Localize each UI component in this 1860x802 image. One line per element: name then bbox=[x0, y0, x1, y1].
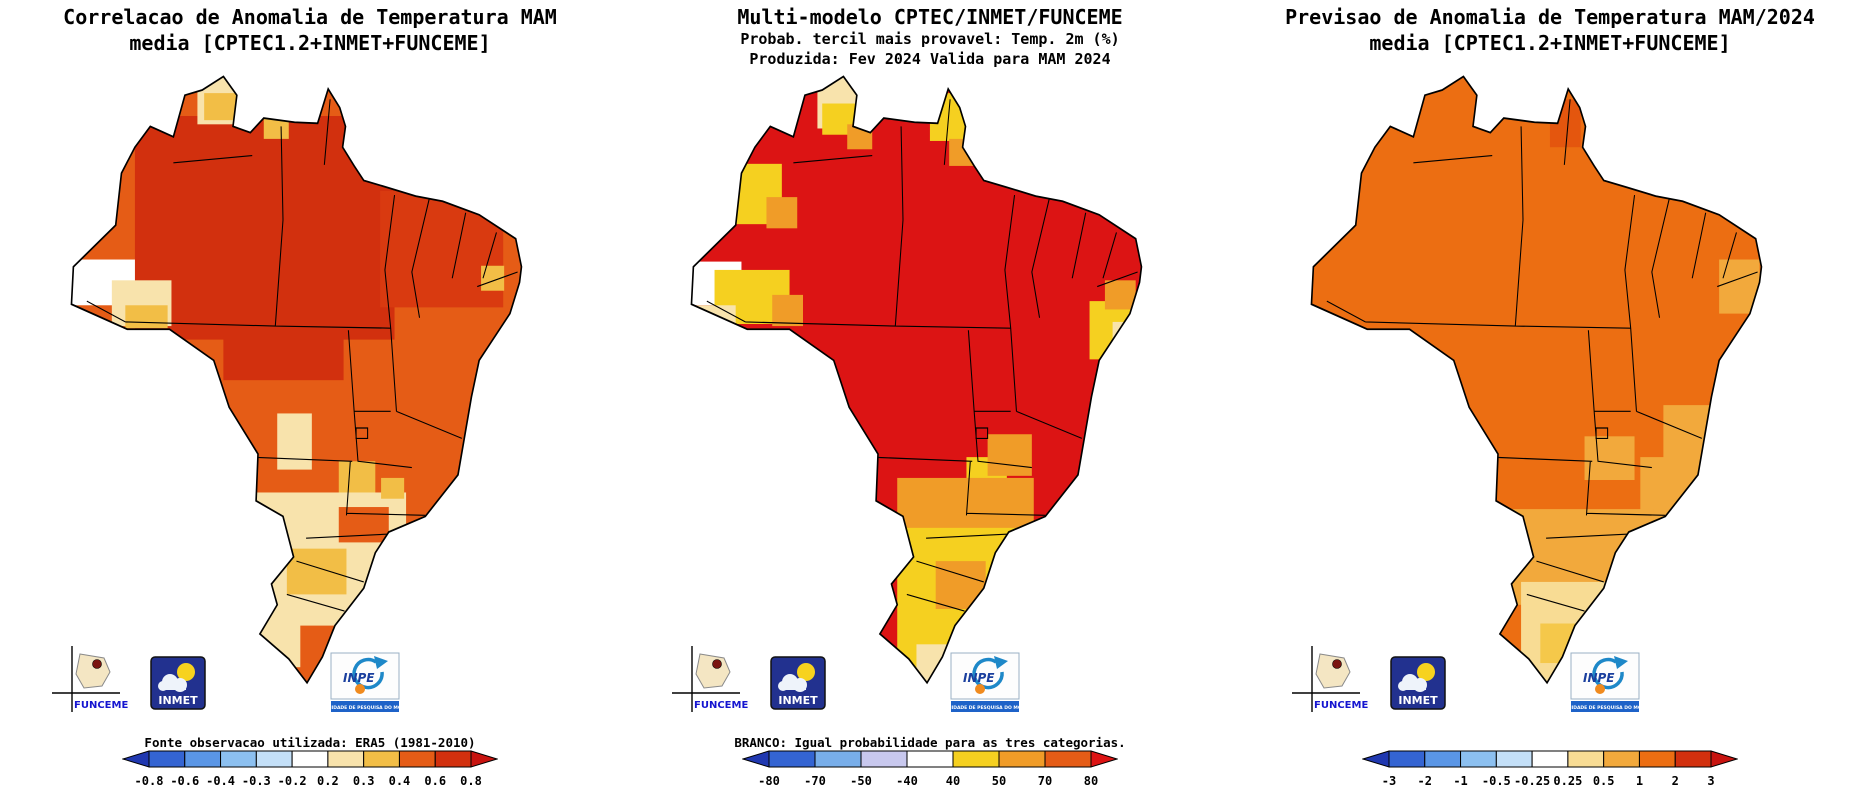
ceara-map-icon bbox=[1315, 653, 1351, 689]
panel-title: Multi-modelo CPTEC/INMET/FUNCEME Probab.… bbox=[620, 4, 1240, 69]
title-line-1: Correlacao de Anomalia de Temperatura MA… bbox=[63, 5, 557, 29]
funceme-logo: FUNCEME bbox=[52, 646, 132, 734]
title-line-1: Multi-modelo CPTEC/INMET/FUNCEME bbox=[737, 5, 1123, 29]
inpe-label: INPE bbox=[963, 671, 995, 685]
inmet-logo: INMET bbox=[150, 656, 206, 714]
cloud-icon bbox=[1398, 674, 1427, 692]
colorbar: -0.8 -0.6 -0.4 -0.3 -0.2 0.2 0.3 0.4 0.6 0.8 bbox=[121, 749, 499, 795]
svg-text:0.3: 0.3 bbox=[353, 774, 375, 788]
branco-footnote: BRANCO: Igual probabilidade para as tres… bbox=[734, 735, 1126, 750]
panel-forecast: Previsao de Anomalia de Temperatura MAM/… bbox=[1240, 0, 1860, 802]
inpe-sub-label: UNIDADE DE PESQUISA DO MCTI bbox=[1570, 705, 1640, 711]
title-line-2: media [CPTEC1.2+INMET+FUNCEME] bbox=[129, 31, 491, 55]
svg-text:-50: -50 bbox=[850, 774, 872, 788]
swoosh-icon bbox=[972, 657, 1004, 690]
svg-text:2: 2 bbox=[1672, 774, 1679, 788]
sun-icon bbox=[177, 663, 195, 681]
svg-text:-2: -2 bbox=[1418, 774, 1432, 788]
title-line-2: Probab. tercil mais provavel: Temp. 2m (… bbox=[740, 30, 1120, 48]
inpe-logo: INPE UNIDADE DE PESQUISA DO MCTI bbox=[944, 652, 1026, 718]
svg-text:-0.5: -0.5 bbox=[1482, 774, 1511, 788]
svg-text:0.5: 0.5 bbox=[1593, 774, 1615, 788]
inmet-label: INMET bbox=[1398, 694, 1438, 707]
ceara-map-icon bbox=[75, 653, 111, 689]
arrow-icon bbox=[374, 656, 388, 669]
svg-text:50: 50 bbox=[992, 774, 1006, 788]
svg-text:40: 40 bbox=[946, 774, 960, 788]
title-line-2: media [CPTEC1.2+INMET+FUNCEME] bbox=[1369, 31, 1731, 55]
sun-icon bbox=[797, 663, 815, 681]
sun-icon bbox=[1417, 663, 1435, 681]
svg-text:-40: -40 bbox=[896, 774, 918, 788]
svg-text:-0.6: -0.6 bbox=[170, 774, 199, 788]
inpe-sub-bar bbox=[1571, 701, 1639, 712]
inmet-logo: INMET bbox=[1390, 656, 1446, 714]
arrow-icon bbox=[994, 656, 1008, 669]
svg-text:-0.25: -0.25 bbox=[1514, 774, 1550, 788]
svg-text:-70: -70 bbox=[804, 774, 826, 788]
funceme-dot-icon bbox=[712, 659, 722, 669]
swoosh-icon bbox=[1592, 657, 1624, 690]
cloud-icon bbox=[158, 674, 187, 692]
inpe-sub-bar bbox=[951, 701, 1019, 712]
brazil-map bbox=[1310, 75, 1763, 684]
svg-text:-0.3: -0.3 bbox=[242, 774, 271, 788]
funceme-label: FUNCEME bbox=[74, 700, 128, 711]
inmet-logo: INMET bbox=[770, 656, 826, 714]
svg-text:0.4: 0.4 bbox=[389, 774, 411, 788]
funceme-label: FUNCEME bbox=[694, 700, 748, 711]
inpe-label: INPE bbox=[343, 671, 375, 685]
svg-text:-3: -3 bbox=[1382, 774, 1396, 788]
arrow-icon bbox=[1614, 656, 1628, 669]
funceme-logo: FUNCEME bbox=[672, 646, 752, 734]
swoosh-icon bbox=[352, 657, 384, 690]
funceme-dot-icon bbox=[92, 659, 102, 669]
inmet-label: INMET bbox=[778, 694, 818, 707]
panel-title: Previsao de Anomalia de Temperatura MAM/… bbox=[1240, 4, 1860, 56]
brazil-map bbox=[70, 75, 523, 684]
panel-title: Correlacao de Anomalia de Temperatura MA… bbox=[0, 4, 620, 56]
source-footnote: Fonte observacao utilizada: ERA5 (1981-2… bbox=[144, 735, 476, 750]
orange-dot-icon bbox=[975, 684, 985, 694]
funceme-label: FUNCEME bbox=[1314, 700, 1368, 711]
svg-text:0.25: 0.25 bbox=[1553, 774, 1582, 788]
colorbar: -3 -2 -1 -0.5 -0.25 0.25 0.5 1 2 3 bbox=[1361, 749, 1739, 795]
svg-text:3: 3 bbox=[1707, 774, 1714, 788]
inpe-sub-bar bbox=[331, 701, 399, 712]
inpe-logo: INPE UNIDADE DE PESQUISA DO MCTI bbox=[324, 652, 406, 718]
brazil-map bbox=[690, 75, 1143, 684]
svg-text:-1: -1 bbox=[1453, 774, 1467, 788]
svg-text:-80: -80 bbox=[758, 774, 780, 788]
inpe-logo: INPE UNIDADE DE PESQUISA DO MCTI bbox=[1564, 652, 1646, 718]
cloud-icon bbox=[778, 674, 807, 692]
funceme-dot-icon bbox=[1332, 659, 1342, 669]
svg-text:-0.4: -0.4 bbox=[206, 774, 235, 788]
panel-correlation: Correlacao de Anomalia de Temperatura MA… bbox=[0, 0, 620, 802]
title-line-3: Produzida: Fev 2024 Valida para MAM 2024 bbox=[749, 49, 1111, 68]
colorbar: -80 -70 -50 -40 40 50 70 80 bbox=[741, 749, 1119, 795]
inpe-sub-label: UNIDADE DE PESQUISA DO MCTI bbox=[950, 705, 1020, 711]
svg-text:1: 1 bbox=[1636, 774, 1643, 788]
orange-dot-icon bbox=[355, 684, 365, 694]
inpe-label: INPE bbox=[1583, 671, 1615, 685]
orange-dot-icon bbox=[1595, 684, 1605, 694]
svg-text:-0.8: -0.8 bbox=[135, 774, 164, 788]
svg-text:0.8: 0.8 bbox=[460, 774, 482, 788]
svg-text:-0.2: -0.2 bbox=[278, 774, 307, 788]
svg-text:80: 80 bbox=[1084, 774, 1098, 788]
inmet-label: INMET bbox=[158, 694, 198, 707]
panel-probability: Multi-modelo CPTEC/INMET/FUNCEME Probab.… bbox=[620, 0, 1240, 802]
ceara-map-icon bbox=[695, 653, 731, 689]
svg-text:70: 70 bbox=[1038, 774, 1052, 788]
funceme-logo: FUNCEME bbox=[1292, 646, 1372, 734]
inpe-sub-label: UNIDADE DE PESQUISA DO MCTI bbox=[330, 705, 400, 711]
svg-text:0.6: 0.6 bbox=[424, 774, 446, 788]
title-line-1: Previsao de Anomalia de Temperatura MAM/… bbox=[1285, 5, 1815, 29]
svg-text:0.2: 0.2 bbox=[317, 774, 339, 788]
